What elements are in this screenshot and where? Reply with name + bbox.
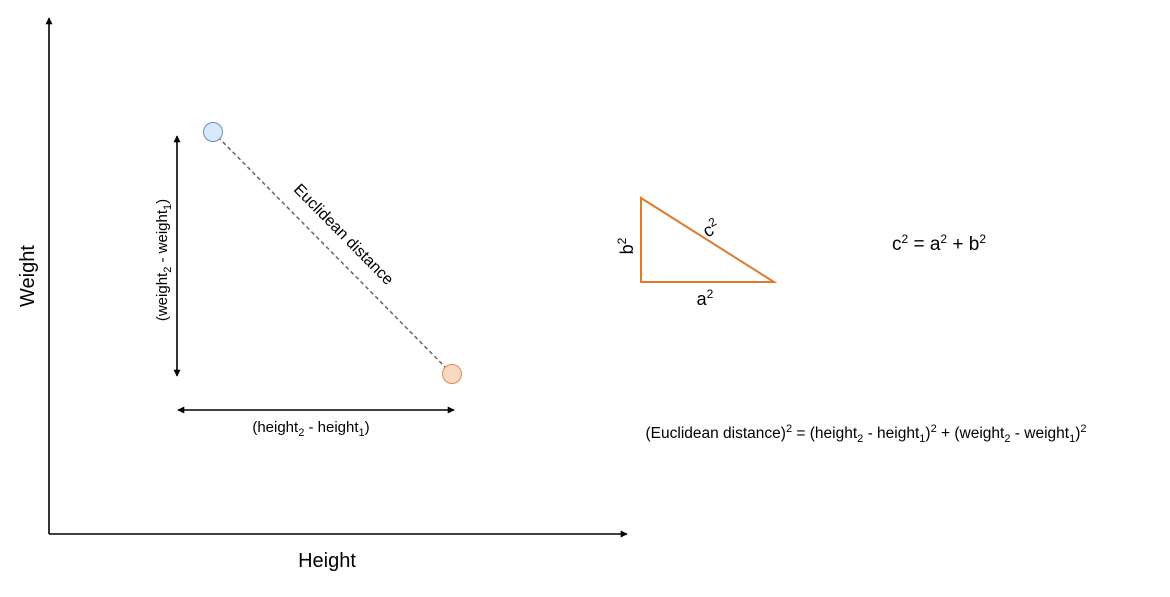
base-label: a2: [697, 287, 714, 309]
data-point-2: [442, 364, 462, 384]
euclidean-distance-line: [212, 131, 453, 375]
euclidean-distance-formula: (Euclidean distance)2 = (height2 - heigh…: [646, 423, 1087, 445]
right-triangle: [640, 196, 778, 283]
x-axis-label: Height: [298, 550, 356, 572]
pythagorean-equation: c2 = a2 + b2: [892, 232, 986, 255]
horizontal-difference-label: (height2 - height1): [252, 419, 369, 439]
y-axis-label: Weight: [17, 245, 39, 307]
euclidean-distance-label: Euclidean distance: [290, 181, 396, 289]
side-label: b2: [615, 237, 637, 254]
vertical-difference-label: (weight2 - weight1): [154, 199, 174, 321]
data-point-1: [203, 122, 223, 142]
